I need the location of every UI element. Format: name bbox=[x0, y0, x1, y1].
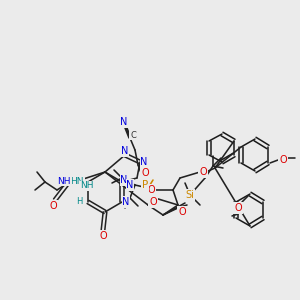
Text: Si: Si bbox=[186, 190, 194, 200]
Text: N: N bbox=[140, 157, 148, 167]
Text: O: O bbox=[49, 201, 57, 211]
Text: P: P bbox=[142, 180, 148, 190]
Text: O: O bbox=[178, 207, 186, 217]
Text: O: O bbox=[141, 168, 149, 178]
Text: O: O bbox=[147, 185, 155, 195]
Text: O: O bbox=[149, 197, 157, 207]
Text: O: O bbox=[279, 155, 287, 165]
Text: NH: NH bbox=[80, 182, 94, 190]
Text: O: O bbox=[199, 167, 207, 177]
Text: NH: NH bbox=[58, 176, 71, 185]
Text: N: N bbox=[120, 175, 128, 185]
Text: N: N bbox=[126, 180, 134, 190]
Text: H: H bbox=[76, 196, 82, 206]
Text: N: N bbox=[120, 117, 128, 127]
Text: N: N bbox=[121, 146, 129, 156]
Text: N: N bbox=[122, 197, 130, 207]
Text: O: O bbox=[99, 231, 107, 241]
Text: O: O bbox=[234, 203, 242, 213]
Text: HN: HN bbox=[70, 178, 84, 187]
Text: C: C bbox=[130, 130, 136, 140]
